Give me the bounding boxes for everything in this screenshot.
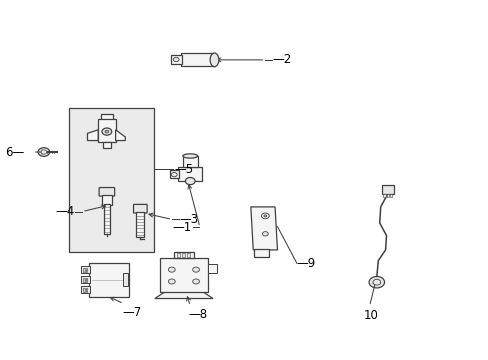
Text: —8: —8 [188,308,207,321]
Bar [81,286,90,293]
Circle shape [168,267,175,272]
Bar [177,253,180,257]
Bar [69,108,154,252]
Bar [85,278,87,282]
Bar [82,288,84,292]
Circle shape [368,276,384,288]
Bar [82,267,84,272]
Text: —4: —4 [55,205,74,218]
Bar [102,195,111,205]
FancyBboxPatch shape [99,188,114,196]
Circle shape [168,279,175,284]
Circle shape [105,130,109,133]
Polygon shape [250,207,277,250]
Bar [186,253,189,257]
Circle shape [171,172,177,177]
Bar [174,252,193,258]
Bar [182,253,184,257]
Circle shape [185,177,195,185]
Bar [85,267,87,272]
Text: —7: —7 [122,306,142,319]
FancyBboxPatch shape [133,204,147,213]
Circle shape [261,213,269,219]
Bar [101,114,112,121]
Text: —1: —1 [172,221,191,234]
Bar [104,204,110,234]
Bar [82,278,84,282]
Bar [383,194,385,197]
Bar [389,194,391,197]
Circle shape [102,128,111,135]
Bar [136,212,144,237]
Polygon shape [87,130,98,140]
Text: —9: —9 [296,257,315,270]
Circle shape [192,267,199,272]
Bar [180,53,214,66]
Bar [81,276,90,283]
Text: —3: —3 [179,213,198,226]
Circle shape [41,150,47,154]
Text: —5: —5 [174,163,193,176]
Ellipse shape [210,53,219,67]
Bar [386,194,388,197]
Text: 10: 10 [363,309,378,322]
Circle shape [192,279,199,284]
Polygon shape [115,130,125,140]
Ellipse shape [183,154,197,158]
Bar [178,167,202,181]
Bar [169,170,178,178]
Bar [102,142,111,148]
Bar [98,119,115,142]
Circle shape [264,215,266,217]
Polygon shape [155,292,213,298]
Bar [208,264,217,273]
Bar [85,288,87,292]
Bar [81,266,90,273]
Bar [89,263,129,297]
Bar [183,156,197,167]
Circle shape [262,231,268,236]
Bar [160,258,208,292]
Circle shape [38,148,50,156]
Text: —2: —2 [272,53,291,66]
Circle shape [173,57,179,62]
Bar [123,273,128,286]
Bar [254,249,268,257]
Circle shape [372,279,380,285]
Bar [170,55,181,64]
Bar [381,185,393,194]
Text: 6—: 6— [5,145,24,158]
